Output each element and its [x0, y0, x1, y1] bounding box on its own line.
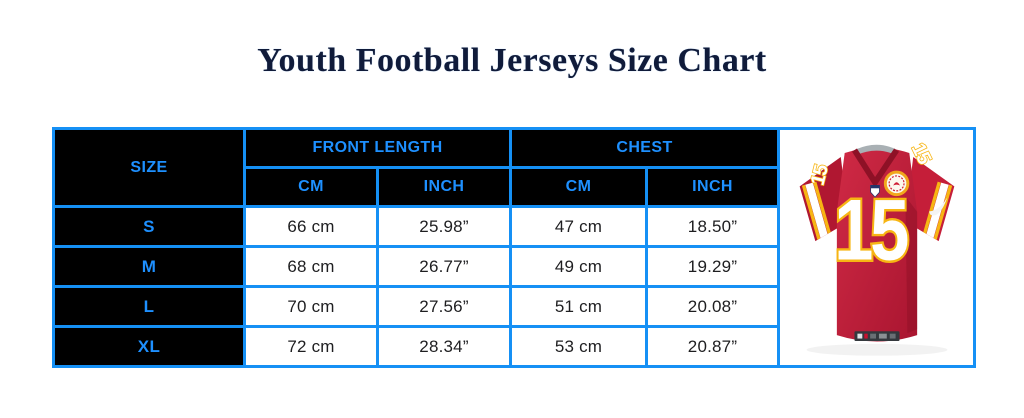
size-label-s: S — [52, 205, 246, 248]
table-cell: 53 cm — [509, 325, 648, 368]
table-cell: 66 cm — [243, 205, 379, 248]
chiefs-patch-icon — [883, 170, 909, 196]
header-chest-inch-cell: INCH — [644, 166, 781, 208]
table-cell: 20.87” — [644, 325, 781, 368]
jersey-shadow — [806, 343, 947, 356]
header-front-inch-cell: INCH — [376, 166, 512, 208]
table-cell: 28.34” — [376, 325, 512, 368]
table-row: M 68 cm 26.77” 49 cm 19.29” — [52, 245, 975, 288]
size-label-m: M — [52, 245, 246, 288]
table-row: S 66 cm 25.98” 47 cm 18.50” — [52, 205, 975, 248]
table-cell: 27.56” — [376, 285, 512, 328]
jersey-photo: 15 15 15 — [782, 134, 972, 362]
table-cell: 25.98” — [376, 205, 512, 248]
page-title: Youth Football Jerseys Size Chart — [257, 42, 767, 79]
table-header-row-units: CM INCH CM INCH — [54, 166, 975, 208]
jersey-torso — [836, 147, 917, 341]
table-cell: 20.08” — [644, 285, 781, 328]
size-label-l: L — [52, 285, 246, 328]
sleeve-stripes-left — [801, 181, 832, 241]
table-cell: 47 cm — [509, 205, 648, 248]
header-front-cm-cell: CM — [243, 166, 379, 208]
v-neck-collar — [851, 147, 899, 188]
nfl-shield-icon — [869, 184, 880, 198]
inner-collar — [855, 144, 896, 155]
jersey-image: 15 15 15 — [799, 138, 954, 356]
size-label-xl: XL — [52, 325, 246, 368]
table-cell: 18.50” — [644, 205, 781, 248]
nike-swoosh-icon — [928, 196, 947, 215]
table-header-row-groups: SIZE FRONT LENGTH CHEST — [52, 127, 977, 368]
size-chart-table: SIZE FRONT LENGTH CHEST — [52, 127, 977, 368]
table-cell: 72 cm — [243, 325, 379, 368]
table-cell: 70 cm — [243, 285, 379, 328]
table-cell: 51 cm — [509, 285, 648, 328]
jock-tag — [853, 330, 900, 341]
table-cell: 19.29” — [644, 245, 781, 288]
jersey-cell: 15 15 15 — [777, 127, 977, 368]
table-cell: 26.77” — [376, 245, 512, 288]
shoulder-number-right: 15 — [906, 139, 935, 167]
header-size-cell: SIZE — [52, 127, 246, 208]
side-mesh-shade — [904, 195, 917, 333]
header-chest-cm-cell: CM — [509, 166, 648, 208]
table-cell: 68 cm — [243, 245, 379, 288]
header-chest-cell: CHEST — [508, 127, 781, 169]
table-row: L 70 cm 27.56” 51 cm 20.08” — [52, 285, 975, 328]
table-row: XL 72 cm 28.34” 53 cm 20.87” — [52, 325, 975, 368]
table-cell: 49 cm — [509, 245, 648, 288]
chest-number: 15 — [834, 182, 908, 278]
header-front-length-cell: FRONT LENGTH — [243, 127, 512, 169]
